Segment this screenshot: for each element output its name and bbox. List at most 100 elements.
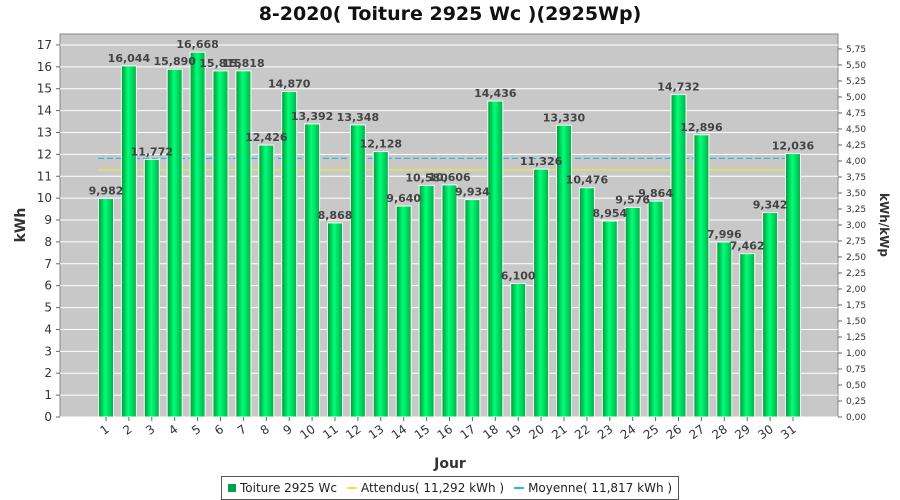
bar bbox=[441, 184, 458, 418]
x-tick-label: 2 bbox=[120, 422, 134, 438]
bar bbox=[670, 94, 687, 418]
value-label: 12,036 bbox=[772, 140, 815, 153]
y-tick-label: 12 bbox=[37, 147, 52, 161]
y-tick-label: 0 bbox=[44, 410, 52, 424]
y-tick-label: 7 bbox=[44, 257, 52, 271]
x-tick-label: 10 bbox=[297, 422, 318, 442]
chart-title: 8-2020( Toiture 2925 Wc )(2925Wp) bbox=[259, 3, 642, 25]
y-tick-label: 11 bbox=[37, 169, 52, 183]
value-label: 8,868 bbox=[318, 209, 353, 222]
y2-tick-label: 2,50 bbox=[846, 253, 866, 263]
bar bbox=[487, 100, 504, 418]
y-tick-label: 16 bbox=[37, 60, 52, 74]
y2-tick-label: 3,50 bbox=[846, 189, 866, 199]
x-tick-label: 8 bbox=[258, 422, 272, 438]
x-tick-label: 4 bbox=[166, 422, 180, 438]
value-label: 10,606 bbox=[428, 171, 471, 184]
value-label: 13,348 bbox=[337, 111, 379, 124]
x-tick-label: 12 bbox=[343, 422, 364, 442]
bar bbox=[693, 134, 710, 418]
legend-item-production: Toiture 2925 Wc bbox=[228, 481, 337, 495]
y2-tick-label: 1,50 bbox=[846, 317, 866, 327]
bar bbox=[189, 51, 206, 418]
value-label: 9,864 bbox=[638, 187, 673, 200]
value-label: 9,934 bbox=[455, 186, 490, 199]
y-tick-label: 1 bbox=[44, 388, 52, 402]
value-label: 9,576 bbox=[615, 193, 650, 206]
value-label: 9,640 bbox=[386, 192, 421, 205]
y-tick-label: 2 bbox=[44, 366, 52, 380]
bar bbox=[533, 168, 550, 418]
y-tick-label: 3 bbox=[44, 344, 52, 358]
x-tick-label: 14 bbox=[389, 422, 410, 442]
bar bbox=[716, 241, 733, 418]
y2-tick-label: 4,25 bbox=[846, 141, 866, 151]
x-tick-label: 25 bbox=[641, 422, 662, 442]
value-label: 8,954 bbox=[592, 207, 627, 220]
legend-label-average: Moyenne( 11,817 kWh ) bbox=[528, 481, 673, 495]
x-axis-ticks: 1 2 3 4 5 6 7 8 9 10 11 12 13 14 15 16 17 18 19 20 21 22 23 24 2… bbox=[97, 417, 799, 442]
value-label: 14,436 bbox=[474, 87, 517, 100]
bar bbox=[510, 282, 527, 418]
y2-tick-label: 0,50 bbox=[846, 381, 866, 391]
value-label: 9,982 bbox=[89, 185, 124, 198]
legend-label-expected: Attendus( 11,292 kWh ) bbox=[360, 481, 505, 495]
bar bbox=[166, 68, 183, 418]
legend: Toiture 2925 Wc Attendus( 11,292 kWh ) M… bbox=[221, 476, 680, 500]
value-label: 14,732 bbox=[657, 81, 699, 94]
y2-axis-ticks: 0,00 0,25 0,50 0,75 1,00 1,25 1,50 1,75 2,00 2,25… bbox=[838, 45, 866, 423]
y2-tick-label: 1,25 bbox=[846, 333, 866, 343]
y-tick-label: 17 bbox=[37, 38, 52, 52]
y2-tick-label: 3,25 bbox=[846, 205, 866, 215]
y2-tick-label: 3,00 bbox=[846, 221, 866, 231]
value-label: 16,668 bbox=[176, 38, 218, 51]
bar bbox=[785, 153, 801, 418]
x-tick-label: 31 bbox=[778, 422, 799, 442]
x-tick-label: 6 bbox=[212, 422, 226, 438]
x-tick-label: 19 bbox=[503, 422, 524, 442]
value-label: 15,890 bbox=[153, 55, 196, 68]
y2-tick-label: 0,25 bbox=[846, 397, 866, 407]
bar bbox=[762, 212, 779, 418]
value-label: 10,476 bbox=[566, 174, 609, 187]
bar bbox=[464, 199, 481, 418]
value-label: 10,580 bbox=[405, 171, 448, 184]
y2-tick-label: 5,00 bbox=[846, 93, 866, 103]
legend-swatch-expected bbox=[346, 487, 357, 489]
x-axis-title: Jour bbox=[433, 456, 466, 472]
x-tick-label: 27 bbox=[687, 422, 708, 442]
y2-tick-label: 4,50 bbox=[846, 125, 866, 135]
value-label: 13,392 bbox=[291, 110, 333, 123]
value-label: 7,996 bbox=[707, 228, 742, 241]
value-label: 12,426 bbox=[245, 131, 288, 144]
value-label: 16,044 bbox=[108, 52, 151, 65]
x-tick-label: 5 bbox=[189, 422, 203, 438]
y2-tick-label: 4,00 bbox=[846, 157, 866, 167]
x-tick-label: 7 bbox=[235, 422, 249, 438]
y2-tick-label: 3,75 bbox=[846, 173, 866, 183]
bar bbox=[143, 158, 160, 418]
x-tick-label: 23 bbox=[595, 422, 616, 442]
y2-axis-title: kWh/kWp bbox=[877, 193, 891, 257]
x-tick-label: 9 bbox=[281, 422, 295, 438]
x-tick-label: 1 bbox=[97, 422, 111, 438]
x-tick-label: 11 bbox=[320, 422, 341, 442]
x-tick-label: 16 bbox=[435, 422, 456, 442]
value-label: 9,342 bbox=[753, 199, 788, 212]
value-label: 12,896 bbox=[680, 121, 723, 134]
y2-tick-label: 0,75 bbox=[846, 365, 866, 375]
y-tick-label: 6 bbox=[44, 279, 52, 293]
y-tick-label: 10 bbox=[37, 191, 52, 205]
bar bbox=[304, 123, 321, 418]
bar bbox=[556, 124, 572, 418]
x-tick-label: 29 bbox=[732, 422, 753, 442]
y2-tick-label: 2,75 bbox=[846, 237, 866, 247]
y2-tick-label: 1,75 bbox=[846, 301, 866, 311]
y-tick-label: 15 bbox=[37, 82, 52, 96]
value-label: 15,818 bbox=[222, 57, 264, 70]
y-tick-label: 13 bbox=[37, 125, 52, 139]
legend-swatch-production bbox=[228, 484, 236, 492]
value-label: 6,100 bbox=[501, 269, 536, 282]
